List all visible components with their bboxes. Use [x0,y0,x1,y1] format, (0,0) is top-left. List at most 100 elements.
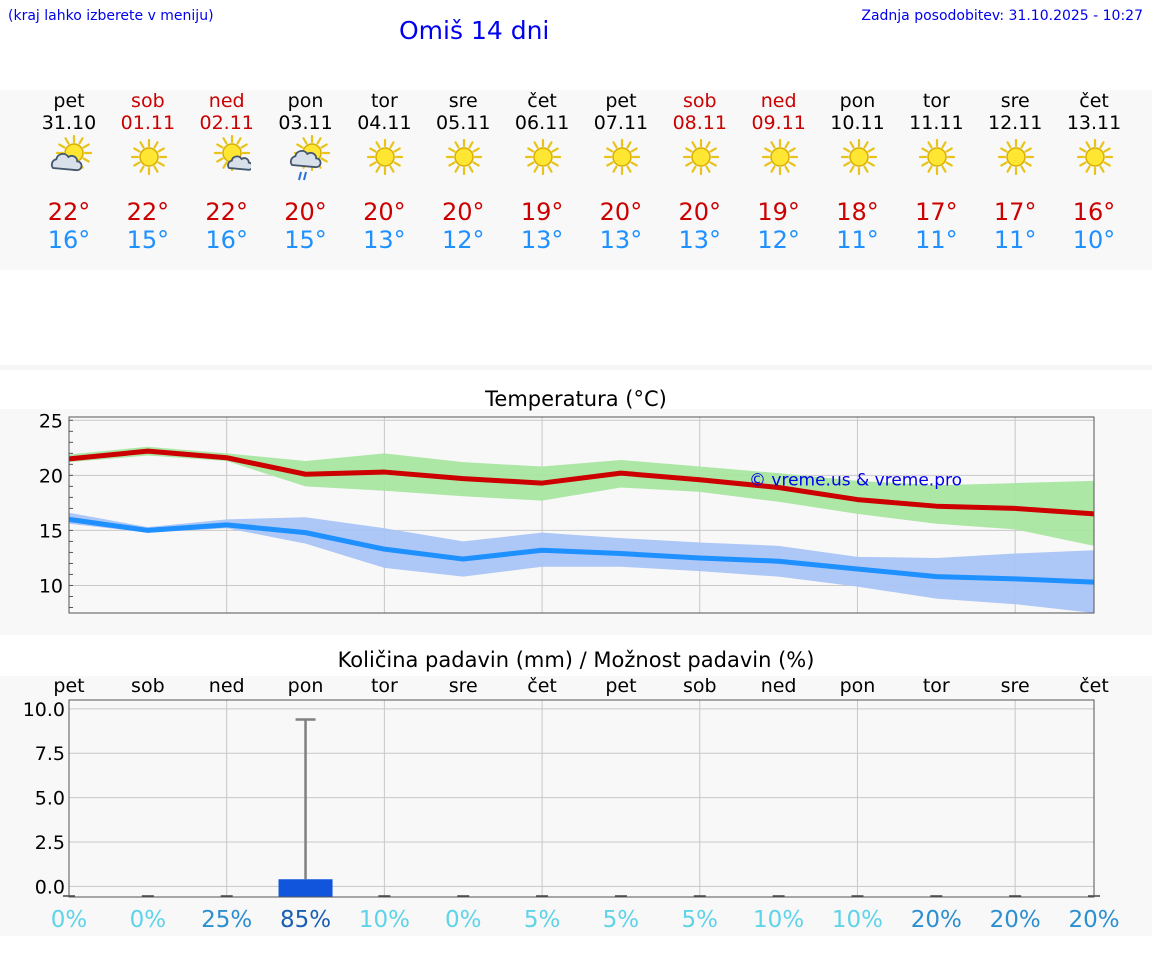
sun-ray [369,147,377,153]
sun-ray [236,137,242,145]
sun-shape [919,138,956,176]
max-point [305,473,307,475]
sun-ray [468,165,474,173]
sun-icon [919,138,956,176]
sun-ray [784,165,790,173]
min-temp: 11° [993,226,1037,254]
min-point [778,560,780,562]
day-forecast: ned 02.11 22° 16° [187,90,267,260]
x-day-label: sre [449,675,478,697]
cloud-shape [226,155,251,171]
precipitation-probability: 5% [524,907,561,933]
min-point [305,532,307,534]
day-date: 02.11 [199,112,254,134]
sun-disc [848,147,869,167]
sun-ray [1085,141,1091,149]
min-point [1014,578,1016,580]
region-hint: (kraj lahko izberete v meniju) [8,8,214,24]
sun-ray [684,147,693,153]
x-day-label: ned [761,675,797,697]
sun-icon [130,138,167,176]
day-date: 10.11 [830,112,885,134]
sun-ray [472,161,481,167]
sun-ray [788,161,796,167]
sun-ray [472,147,481,153]
min-temp: 13° [363,226,406,254]
sun-rain-icon [289,134,330,181]
day-date: 06.11 [514,112,570,134]
rain-drop [297,171,302,181]
sun-ray [547,165,553,173]
sun-ray [139,165,145,173]
precipitation-probability: 10% [832,907,883,933]
x-day-label: tor [923,675,950,697]
min-point [541,549,543,551]
sun-ray [375,165,381,173]
sun-ray [1024,161,1033,167]
sun-ray [606,161,614,167]
divider [0,365,1152,370]
sun-ray [547,141,553,149]
precipitation-chart: pet sob ned pon tor sre čet pet sob ned pon tor sre č… [23,675,1120,933]
sun-ray [153,165,159,173]
sun-ray [393,161,402,167]
day-date: 07.11 [593,112,649,134]
sun-ray [684,161,693,167]
min-temp: 13° [678,226,722,254]
sun-ray [626,141,632,149]
sun-ray [527,161,535,167]
precipitation-probability: 20% [911,907,962,933]
temperature-chart-title: Temperatura (°C) [485,387,667,411]
max-temp: 20° [441,198,485,226]
sun-ray [389,165,395,173]
sun-shape [761,138,798,176]
x-day-label: čet [1079,675,1109,697]
day-forecast: pet 07.11 20° 13° [581,90,661,260]
day-name: sre [448,90,478,112]
y-tick-label: 20 [39,465,63,487]
sun-ray [848,141,855,149]
day-date: 13.11 [1066,112,1122,134]
min-point [856,568,858,570]
max-point [147,450,149,452]
y-tick-label: 15 [39,520,63,542]
sun-ray [527,147,535,153]
sun-ray [941,141,947,149]
sun-disc [612,147,632,167]
sun-ray [295,143,304,149]
max-point [935,505,937,507]
sun-ray [626,165,632,173]
precipitation-probability: 25% [201,907,252,933]
sun-ray [393,147,402,153]
sun-ray [842,161,851,167]
sun-ray [770,165,776,173]
sun-shape [998,138,1035,176]
day-name: tor [922,90,950,112]
day-forecast: sob 08.11 20° 13° [660,90,740,260]
max-temp: 17° [915,198,958,226]
sun-disc [691,147,711,167]
sun-ray [630,161,638,167]
day-date: 11.11 [909,112,964,134]
sun-ray [784,141,790,149]
sun-ray [58,143,66,149]
sun-ray [1079,161,1087,167]
sun-ray [533,165,539,173]
day-forecast: čet 06.11 19° 13° [502,90,582,260]
sun-icon [682,138,719,176]
x-day-label: ned [209,675,245,697]
max-point [699,479,701,481]
sun-ray [551,161,559,167]
day-name: čet [527,90,557,112]
sun-ray [448,161,456,167]
sun-ray [612,141,618,149]
sun-ray [691,141,697,149]
sun-shape [446,138,483,176]
min-temp: 16° [47,226,91,254]
day-forecast: tor 04.11 20° 13° [344,90,424,260]
max-temperature-line [68,448,1095,517]
temperature-chart: 10 15 20 25 © vreme.us & vreme.pro [39,410,1095,614]
sun-icon [367,138,404,176]
sun-ray [78,137,84,145]
sun-ray [866,147,875,153]
